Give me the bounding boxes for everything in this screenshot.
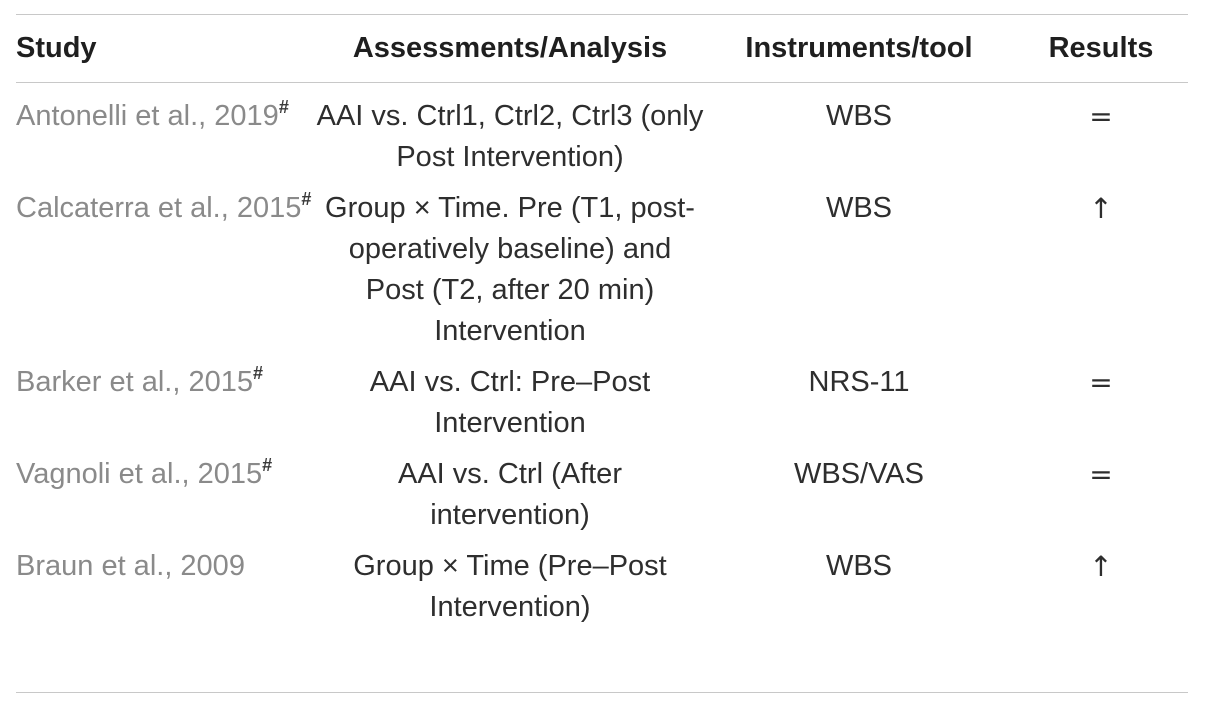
study-footnote-mark: #	[252, 363, 263, 383]
instrument-cell: WBS	[825, 100, 893, 132]
assessment-cell: AAI vs. Ctrl (After intervention)	[398, 458, 622, 531]
study-cell: Barker et al., 2015#	[16, 362, 316, 454]
studies-table: Study Assessments/Analysis Instruments/t…	[16, 22, 1188, 638]
up-arrow-icon: ↑	[1089, 192, 1113, 225]
result-cell: ↑	[1014, 546, 1188, 638]
assessment-cell: AAI vs. Ctrl: Pre–Post Intervention	[369, 366, 651, 439]
header-assessments: Assessments/Analysis	[352, 32, 668, 64]
study-footnote-mark: #	[301, 189, 312, 209]
study-name: Antonelli et al., 2019	[16, 100, 279, 132]
table-bottom-rule	[16, 692, 1188, 693]
header-instruments: Instruments/tool	[745, 32, 973, 64]
study-cell: Braun et al., 2009	[16, 546, 316, 638]
assessment-cell: Group × Time. Pre (T1, post-operatively …	[325, 192, 695, 347]
study-name: Braun et al., 2009	[16, 550, 245, 582]
study-name: Barker et al., 2015	[16, 366, 253, 398]
result-cell: =	[1014, 80, 1188, 188]
study-name: Calcaterra et al., 2015	[16, 192, 302, 224]
table-row: Vagnoli et al., 2015# AAI vs. Ctrl (Afte…	[16, 454, 1188, 546]
result-cell: =	[1014, 362, 1188, 454]
result-cell: ↑	[1014, 188, 1188, 362]
equal-result-icon: =	[1089, 100, 1113, 133]
study-cell: Antonelli et al., 2019#	[16, 80, 316, 188]
study-cell: Vagnoli et al., 2015#	[16, 454, 316, 546]
assessment-cell: AAI vs. Ctrl1, Ctrl2, Ctrl3 (only Post I…	[316, 100, 704, 173]
instrument-cell: WBS	[825, 550, 893, 582]
table-row: Barker et al., 2015# AAI vs. Ctrl: Pre–P…	[16, 362, 1188, 454]
study-footnote-mark: #	[262, 455, 273, 475]
header-study: Study	[16, 32, 97, 64]
study-footnote-mark: #	[278, 97, 289, 117]
study-cell: Calcaterra et al., 2015#	[16, 188, 316, 362]
equal-result-icon: =	[1089, 366, 1113, 399]
table-header-row: Study Assessments/Analysis Instruments/t…	[16, 22, 1188, 80]
result-cell: =	[1014, 454, 1188, 546]
assessment-cell: Group × Time (Pre–Post Intervention)	[353, 550, 667, 623]
instrument-cell: WBS	[825, 192, 893, 224]
table-header-rule	[16, 82, 1188, 83]
up-arrow-icon: ↑	[1089, 550, 1113, 583]
table-row: Braun et al., 2009 Group × Time (Pre–Pos…	[16, 546, 1188, 638]
instrument-cell: NRS-11	[808, 366, 910, 398]
equal-result-icon: =	[1089, 458, 1113, 491]
instrument-cell: WBS/VAS	[794, 458, 924, 490]
header-results: Results	[1048, 32, 1154, 64]
study-name: Vagnoli et al., 2015	[16, 458, 263, 490]
table-row: Antonelli et al., 2019# AAI vs. Ctrl1, C…	[16, 80, 1188, 188]
table-top-rule	[16, 14, 1188, 15]
table-row: Calcaterra et al., 2015# Group × Time. P…	[16, 188, 1188, 362]
